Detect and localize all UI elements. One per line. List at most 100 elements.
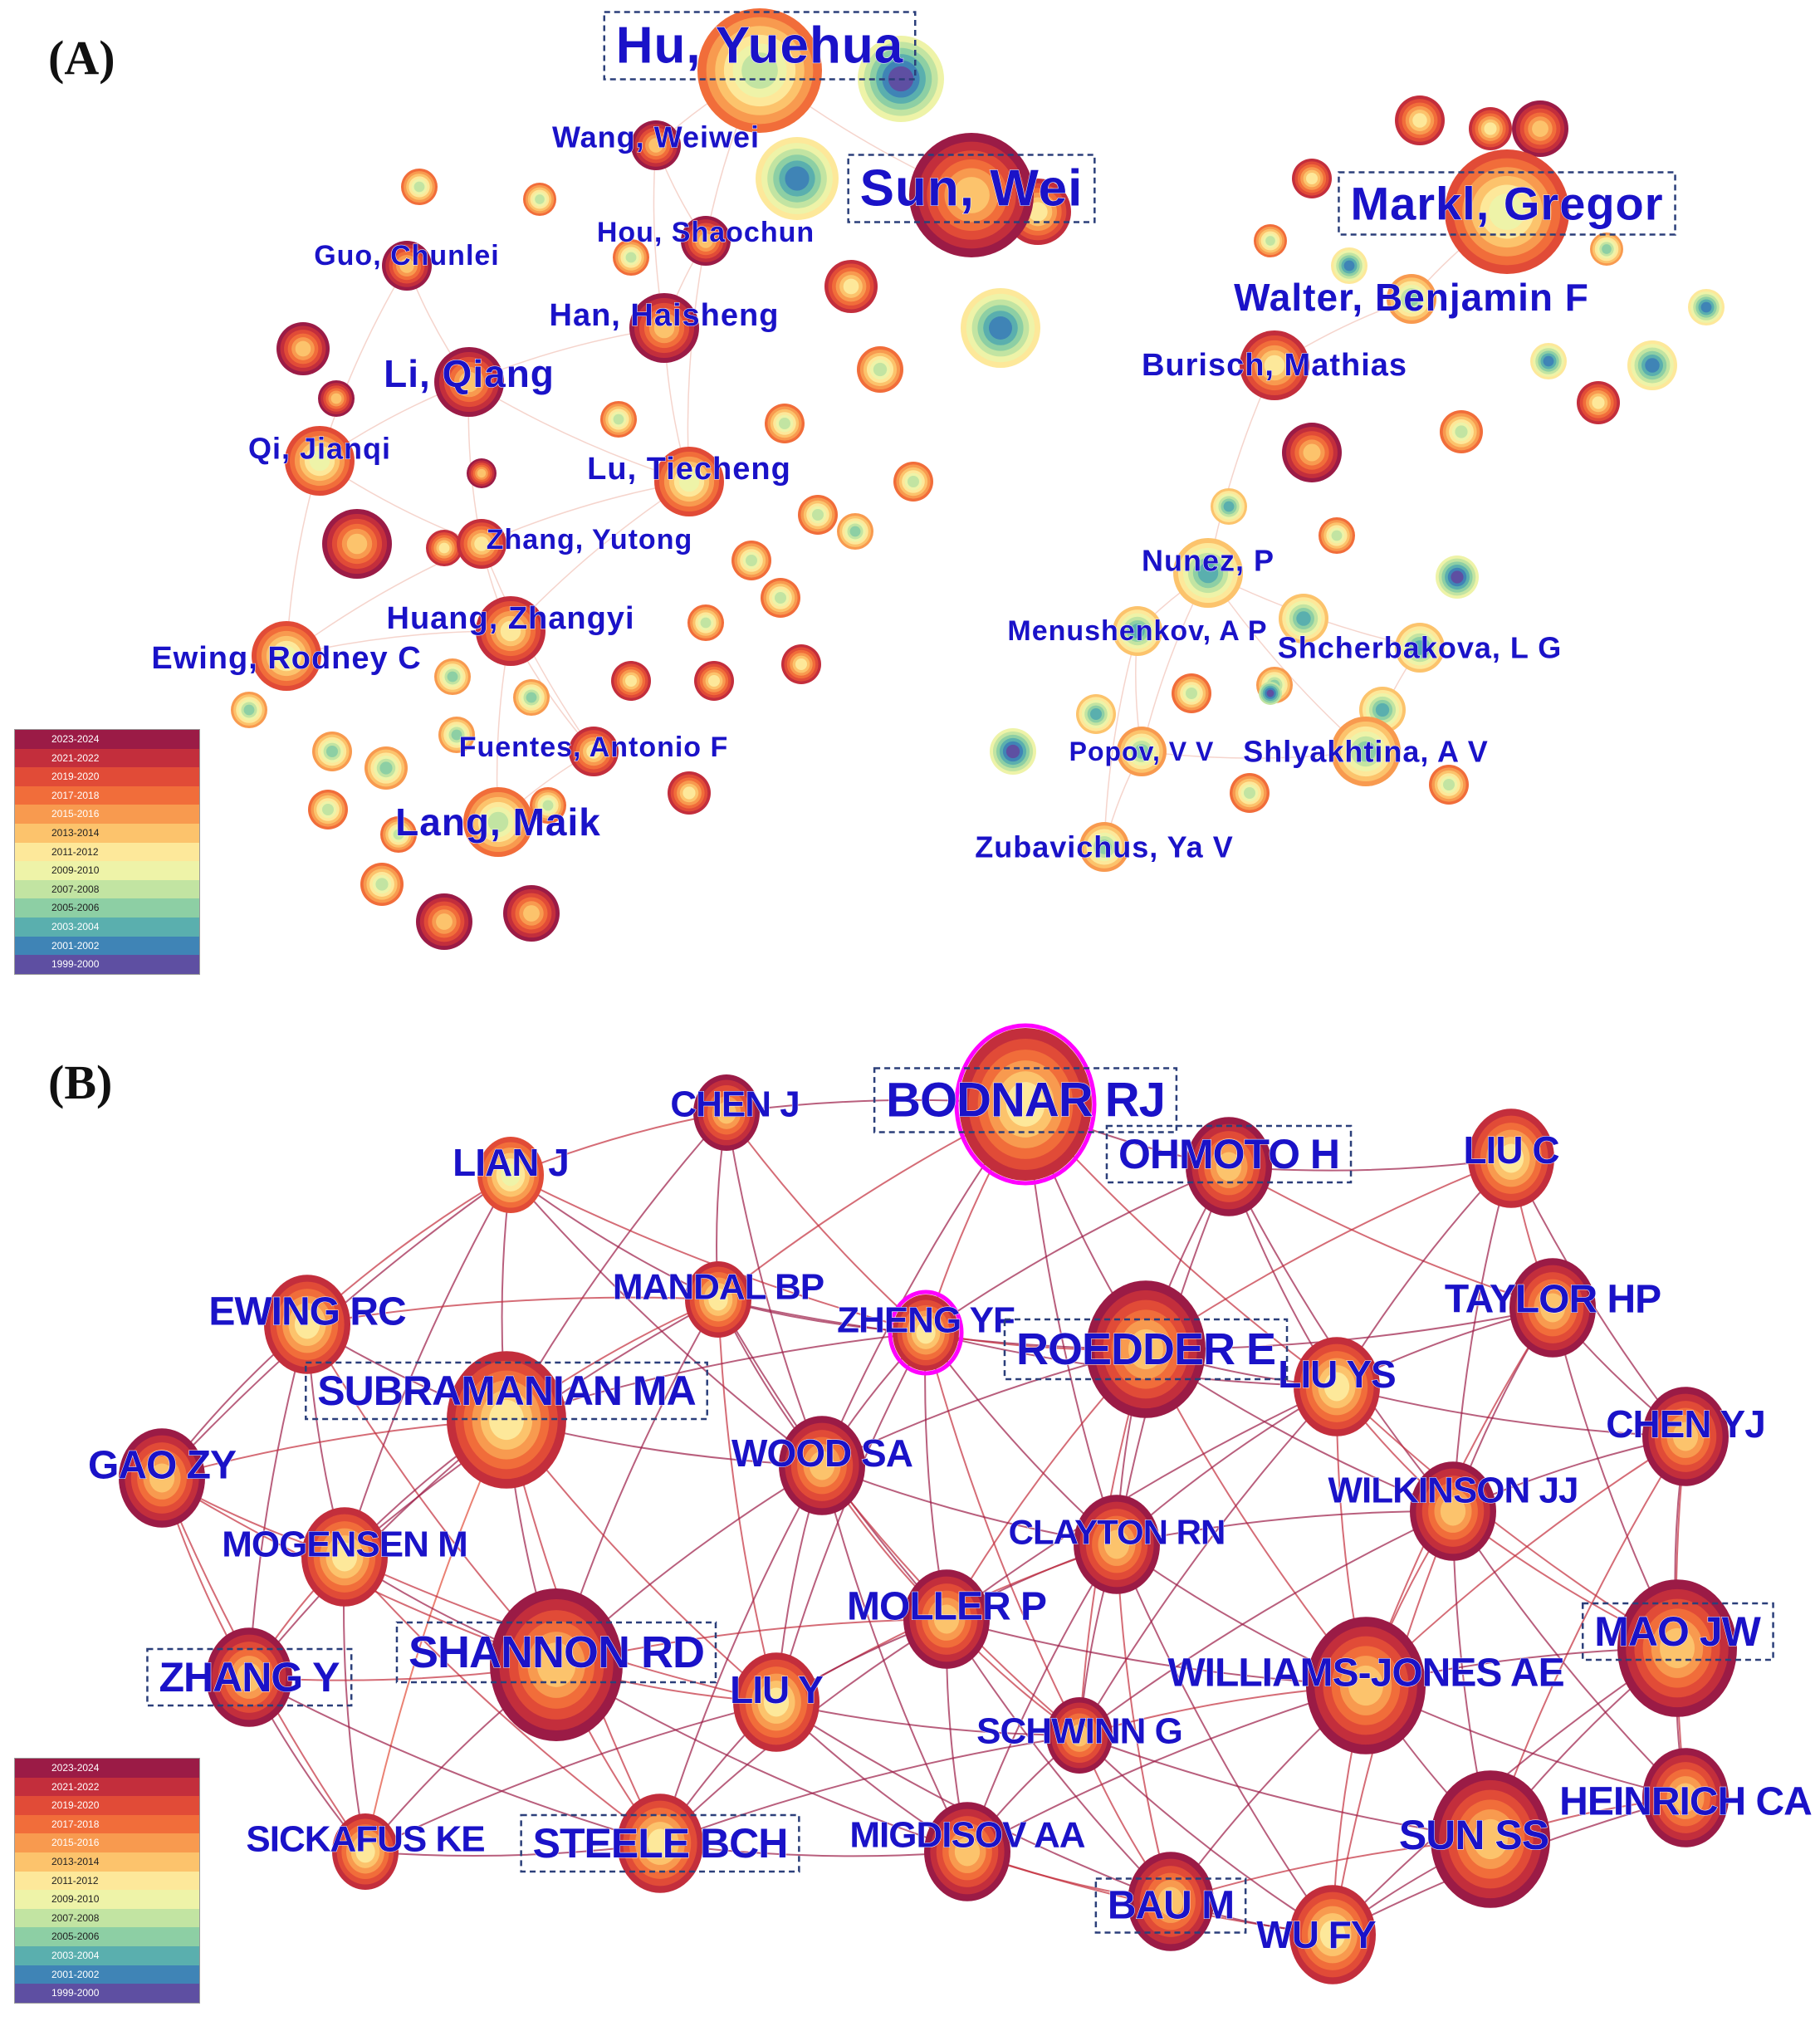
node-schwinn-g[interactable]: [1046, 1697, 1113, 1774]
node-zhang-y[interactable]: [206, 1627, 292, 1727]
node-wu-fy[interactable]: [1289, 1885, 1376, 1984]
network-node[interactable]: [503, 885, 560, 942]
node-williams-jones-ae[interactable]: [1306, 1617, 1426, 1754]
node-qi-jianqi[interactable]: [285, 426, 355, 496]
node-liu-ys[interactable]: [1294, 1337, 1380, 1436]
network-node[interactable]: [523, 183, 556, 216]
node-chen-yj[interactable]: [1642, 1387, 1729, 1486]
node-ohmoto-h[interactable]: [1186, 1117, 1272, 1216]
network-node[interactable]: [1254, 224, 1287, 257]
node-mogensen-m[interactable]: [301, 1507, 388, 1607]
network-node[interactable]: [613, 239, 649, 276]
network-node[interactable]: [1590, 232, 1623, 266]
node-steele-bch[interactable]: [617, 1794, 703, 1893]
network-node[interactable]: [668, 771, 711, 815]
network-node[interactable]: [1436, 555, 1479, 599]
network-node[interactable]: [1211, 488, 1247, 525]
node-sun-ss[interactable]: [1431, 1770, 1550, 1908]
node-guo-chunlei[interactable]: [382, 241, 432, 291]
node-zhang-yutong[interactable]: [457, 519, 506, 569]
network-node[interactable]: [824, 260, 878, 313]
network-node[interactable]: [1076, 694, 1116, 734]
network-node[interactable]: [687, 604, 724, 641]
node-lu-tiecheng[interactable]: [654, 447, 724, 516]
network-node[interactable]: [1512, 100, 1568, 157]
network-node[interactable]: [322, 509, 392, 579]
network-node[interactable]: [380, 816, 417, 853]
network-node[interactable]: [1230, 773, 1270, 813]
node-mao-jw[interactable]: [1617, 1579, 1737, 1717]
network-node[interactable]: [1429, 765, 1469, 805]
node-zubavichus-ya-v[interactable]: [1079, 822, 1129, 872]
network-node[interactable]: [231, 692, 267, 728]
node-lang-maik[interactable]: [463, 787, 533, 857]
network-node[interactable]: [360, 863, 404, 906]
node-liu-c[interactable]: [1468, 1108, 1554, 1208]
node-shcherbakova-l-g[interactable]: [1395, 623, 1445, 673]
network-node[interactable]: [1395, 95, 1445, 145]
network-node[interactable]: [961, 288, 1040, 368]
network-node[interactable]: [1172, 673, 1211, 713]
network-node[interactable]: [761, 578, 800, 618]
network-node[interactable]: [765, 404, 805, 443]
network-node[interactable]: [416, 893, 472, 950]
network-node[interactable]: [1292, 159, 1332, 198]
network-node[interactable]: [1577, 381, 1620, 424]
network-node[interactable]: [756, 137, 839, 220]
network-node[interactable]: [1688, 289, 1725, 325]
network-node[interactable]: [798, 495, 838, 535]
node-liu-y[interactable]: [733, 1652, 819, 1752]
network-node[interactable]: [990, 728, 1036, 775]
network-node[interactable]: [781, 644, 821, 684]
node-hou-shaochun[interactable]: [681, 216, 731, 266]
network-node[interactable]: [308, 790, 348, 829]
network-node[interactable]: [600, 401, 637, 438]
node-gao-zy[interactable]: [119, 1428, 205, 1528]
network-node[interactable]: [276, 322, 330, 375]
network-node[interactable]: [731, 541, 771, 580]
network-node[interactable]: [857, 346, 903, 393]
node-bau-m[interactable]: [1128, 1852, 1214, 1951]
node-clayton-rn[interactable]: [1074, 1495, 1160, 1594]
node-sickafus-ke[interactable]: [332, 1813, 399, 1890]
node-burisch-mathias[interactable]: [1240, 330, 1309, 400]
node-wilkinson-jj[interactable]: [1410, 1461, 1496, 1561]
network-node[interactable]: [1627, 340, 1677, 390]
node-wang-weiwei[interactable]: [631, 120, 681, 170]
network-node[interactable]: [611, 661, 651, 701]
network-node[interactable]: [1469, 107, 1512, 150]
network-node[interactable]: [438, 717, 475, 753]
node-hu-yuehua[interactable]: [697, 8, 822, 133]
network-node[interactable]: [401, 169, 438, 205]
node-lian-j[interactable]: [477, 1137, 544, 1213]
node-mandal-bp[interactable]: [685, 1261, 751, 1338]
network-node[interactable]: [426, 530, 462, 566]
network-node[interactable]: [1319, 517, 1355, 554]
network-node[interactable]: [312, 732, 352, 771]
network-node[interactable]: [530, 787, 566, 824]
node-li-qiang[interactable]: [434, 347, 504, 417]
network-node[interactable]: [1530, 343, 1567, 379]
node-migdisov-aa[interactable]: [924, 1802, 1010, 1901]
network-node[interactable]: [1331, 247, 1367, 284]
network-node[interactable]: [694, 661, 734, 701]
network-node[interactable]: [467, 458, 497, 488]
network-node[interactable]: [513, 679, 550, 716]
node-chen-j[interactable]: [693, 1074, 760, 1151]
network-node[interactable]: [893, 462, 933, 502]
network-node[interactable]: [1440, 410, 1483, 453]
node-nunez-p[interactable]: [1173, 538, 1243, 608]
node-zheng-yf[interactable]: [888, 1289, 964, 1376]
node-taylor-hp[interactable]: [1509, 1258, 1596, 1358]
network-node[interactable]: [434, 658, 471, 695]
node-ewing-rodney-c[interactable]: [252, 621, 321, 691]
node-shlyakhtina-a-v[interactable]: [1331, 717, 1401, 786]
node-wood-sa[interactable]: [779, 1416, 865, 1515]
node-huang-zhangyi[interactable]: [476, 596, 546, 666]
node-menushenkov-a-p[interactable]: [1113, 606, 1162, 656]
node-walter-benjamin-f[interactable]: [1387, 274, 1436, 324]
network-node[interactable]: [837, 513, 873, 550]
node-ewing-rc[interactable]: [264, 1275, 350, 1374]
network-node[interactable]: [1279, 594, 1328, 644]
network-node[interactable]: [364, 746, 408, 790]
